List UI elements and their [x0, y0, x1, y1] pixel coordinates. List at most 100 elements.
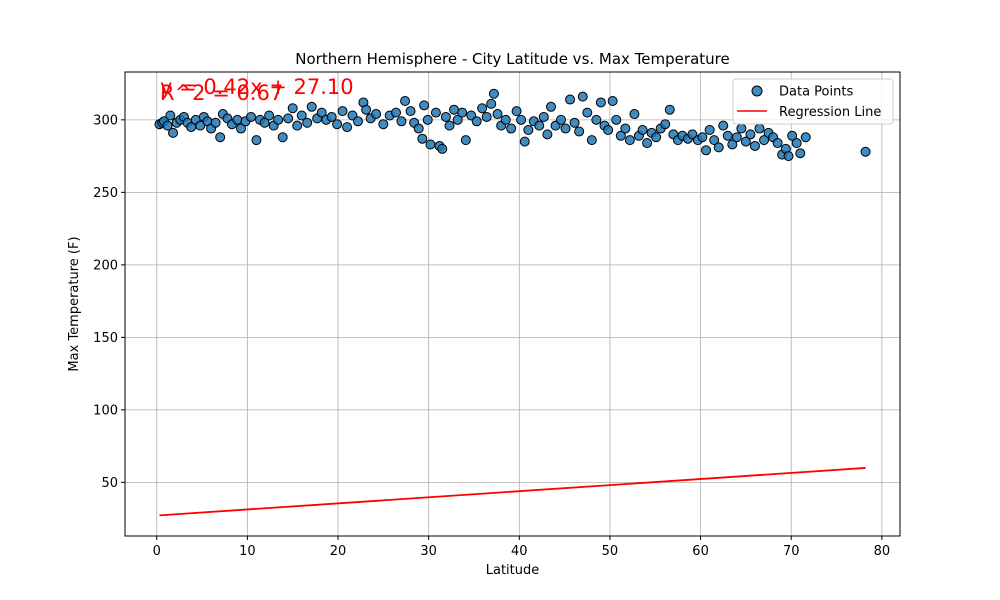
y-tick-label: 200	[93, 258, 118, 273]
data-point	[713, 142, 724, 153]
data-point	[210, 117, 221, 128]
data-point	[754, 123, 765, 134]
y-tick-label: 300	[93, 113, 118, 128]
x-tick-label: 60	[692, 544, 709, 559]
data-point	[574, 126, 585, 137]
data-point	[251, 135, 262, 146]
data-point	[783, 151, 794, 162]
data-point	[607, 96, 618, 106]
data-point	[664, 104, 675, 115]
data-point	[232, 114, 243, 125]
y-tick-label: 50	[101, 476, 118, 491]
plot-area-frame	[124, 71, 901, 537]
data-point	[236, 123, 247, 134]
data-point	[283, 113, 294, 124]
legend: Data Points Regression Line	[732, 78, 894, 125]
data-points-layer	[154, 88, 871, 162]
data-point	[277, 132, 288, 143]
data-point	[624, 135, 635, 146]
data-point	[759, 135, 770, 146]
data-point	[595, 97, 606, 108]
data-point	[471, 116, 482, 127]
data-point	[697, 132, 708, 143]
data-point	[492, 109, 503, 120]
data-point	[611, 114, 622, 125]
data-point	[165, 110, 176, 121]
x-tick-label: 40	[511, 544, 528, 559]
x-tick-label: 70	[783, 544, 800, 559]
x-tick-label: 10	[239, 544, 256, 559]
y-tick-label: 250	[93, 186, 118, 201]
data-point	[523, 125, 534, 135]
data-point	[337, 106, 348, 117]
data-point	[245, 111, 256, 122]
data-point	[296, 110, 307, 121]
y-axis-label: Max Temperature (F)	[67, 236, 82, 371]
data-point	[560, 123, 571, 134]
data-point	[519, 136, 530, 147]
legend-box	[732, 78, 894, 125]
legend-label-regression-line: Regression Line	[779, 105, 881, 120]
data-point	[437, 143, 448, 154]
y-tick-label: 150	[93, 331, 118, 346]
data-point	[516, 114, 527, 125]
data-point	[637, 125, 648, 135]
data-point	[371, 109, 382, 120]
data-point	[542, 129, 553, 140]
data-point	[772, 138, 783, 149]
data-point	[440, 111, 451, 122]
data-point	[787, 130, 798, 141]
data-point	[629, 109, 640, 120]
data-point	[534, 120, 545, 131]
r-squared-annotation: R^2 = 0.67	[160, 81, 283, 105]
data-point	[332, 119, 343, 130]
data-point	[396, 116, 407, 127]
data-point	[452, 114, 463, 125]
data-point	[430, 107, 441, 118]
regression-line-layer	[159, 467, 866, 517]
data-point	[391, 107, 402, 118]
data-point	[795, 148, 806, 159]
data-point	[292, 120, 303, 131]
data-point	[745, 129, 756, 140]
data-point	[731, 132, 742, 143]
regression-line	[159, 467, 866, 517]
chart-title: Northern Hemisphere - City Latitude vs. …	[295, 50, 729, 68]
x-axis-label: Latitude	[486, 563, 540, 578]
data-point	[860, 146, 871, 157]
data-point	[405, 106, 416, 117]
data-point	[361, 104, 372, 115]
data-point	[425, 139, 436, 150]
grid	[125, 72, 900, 536]
data-point	[565, 94, 576, 105]
data-point	[486, 98, 497, 109]
x-tick-label: 0	[153, 544, 161, 559]
data-point	[718, 120, 729, 131]
data-point	[326, 111, 337, 122]
data-point	[413, 123, 424, 134]
data-point	[800, 132, 811, 143]
data-point	[449, 104, 460, 115]
data-point	[457, 107, 468, 118]
data-point	[500, 114, 511, 125]
data-point	[701, 145, 712, 156]
data-point	[444, 120, 455, 131]
data-point	[488, 88, 499, 99]
data-point	[400, 96, 411, 106]
x-tick-label: 80	[874, 544, 891, 559]
data-point	[704, 125, 715, 135]
x-tick-label: 30	[420, 544, 437, 559]
data-point	[477, 103, 488, 114]
data-point	[603, 125, 614, 135]
data-point	[302, 117, 313, 128]
data-point	[419, 100, 430, 111]
data-point	[660, 119, 671, 130]
data-point	[749, 140, 760, 151]
data-point	[591, 114, 602, 125]
data-point	[287, 103, 298, 114]
data-point	[259, 117, 270, 128]
data-point	[195, 120, 206, 131]
data-point	[727, 139, 738, 150]
data-point	[740, 136, 751, 147]
data-point	[586, 135, 597, 146]
